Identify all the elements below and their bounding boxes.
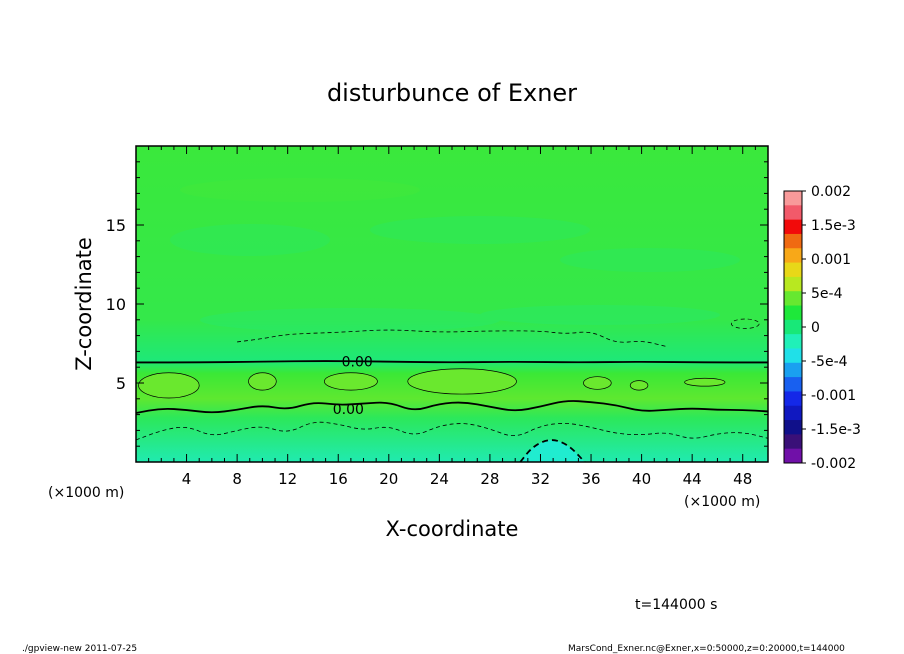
- zero-contour-upper: [136, 360, 768, 364]
- y-tick-label: 15: [106, 216, 126, 235]
- x-tick-label: 8: [232, 470, 242, 488]
- colorbar-swatch: [784, 405, 802, 421]
- x-tick-label: 48: [733, 470, 752, 488]
- zero-contour-lower: [136, 400, 768, 414]
- colorbar-swatch: [784, 276, 802, 292]
- colorbar-label: -0.001: [811, 388, 856, 404]
- negative-contour-lower: [136, 421, 768, 441]
- positive-contour: [248, 372, 277, 391]
- y-axis-label: Z-coordinate: [72, 237, 96, 371]
- colorbar-swatch: [784, 233, 802, 249]
- colorbar-swatch: [784, 248, 802, 264]
- colorbar-swatch: [784, 219, 802, 235]
- field-patch: [200, 308, 500, 332]
- chart-title: disturbunce of Exner: [327, 79, 577, 107]
- x-tick-label: 28: [480, 470, 499, 488]
- colorbar-label: 0: [811, 320, 820, 336]
- contour-label: 0.00: [342, 355, 373, 371]
- colorbar-swatch: [784, 420, 802, 435]
- positive-contour: [138, 372, 200, 399]
- colorbar-label: 0.001: [811, 252, 851, 268]
- colorbar-swatch: [784, 348, 802, 364]
- y-tick-label: 5: [116, 374, 126, 393]
- colorbar-label: -5e-4: [811, 354, 848, 370]
- field-patch: [180, 178, 420, 202]
- x-tick-label: 24: [430, 470, 449, 488]
- positive-contour: [583, 376, 612, 390]
- contour-label: 0.00: [333, 402, 364, 418]
- positive-contour: [407, 368, 517, 395]
- x-tick-label: 32: [531, 470, 550, 488]
- x-tick-label: 44: [683, 470, 702, 488]
- program-label: ./gpview-new 2011-07-25: [22, 644, 137, 654]
- field-patch: [560, 248, 740, 272]
- colorbar-label: -0.002: [811, 456, 856, 472]
- colorbar-swatch: [784, 391, 802, 407]
- x-unit-right: (×1000 m): [684, 494, 760, 510]
- field-patch: [480, 305, 720, 325]
- y-tick-label: 10: [106, 295, 126, 314]
- colorbar-swatch: [784, 191, 802, 206]
- field-patch: [370, 216, 590, 244]
- negative-contour: [730, 318, 760, 329]
- positive-contour: [629, 380, 649, 391]
- colorbar-label: 1.5e-3: [811, 218, 856, 234]
- x-unit-left: (×1000 m): [48, 485, 124, 501]
- colorbar-swatch: [784, 305, 802, 321]
- positive-contour: [323, 372, 378, 391]
- x-tick-label: 12: [278, 470, 297, 488]
- x-tick-label: 20: [379, 470, 398, 488]
- colorbar-swatch: [784, 362, 802, 378]
- field-patch: [170, 224, 330, 256]
- colorbar-swatch: [784, 291, 802, 307]
- y-axis: 5 10 15: [106, 161, 768, 447]
- colorbar-swatch: [784, 205, 802, 221]
- colorbar-swatch: [784, 448, 802, 464]
- colorbar-swatch: [784, 434, 802, 450]
- x-tick-label: 40: [632, 470, 651, 488]
- colorbar: 0.002 1.5e-3 0.001 5e-4 0 -5e-4 -0.001 -1.5e-3 -…: [783, 184, 861, 472]
- colorbar-swatch: [784, 262, 802, 278]
- x-axis-label: X-coordinate: [386, 517, 519, 541]
- negative-contour-upper: [237, 329, 667, 348]
- source-label: MarsCond_Exner.nc@Exner,x=0:50000,z=0:20…: [568, 644, 845, 654]
- contour-lines: 0.00 0.00: [136, 318, 768, 462]
- positive-contour: [684, 377, 726, 387]
- x-axis: 4 8 12 16 20 24 28 32 36 40 44 48: [148, 146, 756, 488]
- colorbar-swatch: [784, 334, 802, 349]
- x-tick-label: 4: [182, 470, 192, 488]
- negative-contour-bold: [519, 439, 586, 462]
- time-label: t=144000 s: [635, 597, 717, 613]
- colorbar-swatch: [784, 377, 802, 392]
- colorbar-label: 0.002: [811, 184, 851, 200]
- colorbar-label: -1.5e-3: [811, 422, 861, 438]
- plot-area: 0.00 0.00: [135, 145, 769, 463]
- field-texture: [170, 178, 740, 332]
- colorbar-label: 5e-4: [811, 286, 843, 302]
- x-tick-label: 16: [329, 470, 348, 488]
- x-tick-label: 36: [581, 470, 600, 488]
- colorbar-swatch: [784, 319, 802, 335]
